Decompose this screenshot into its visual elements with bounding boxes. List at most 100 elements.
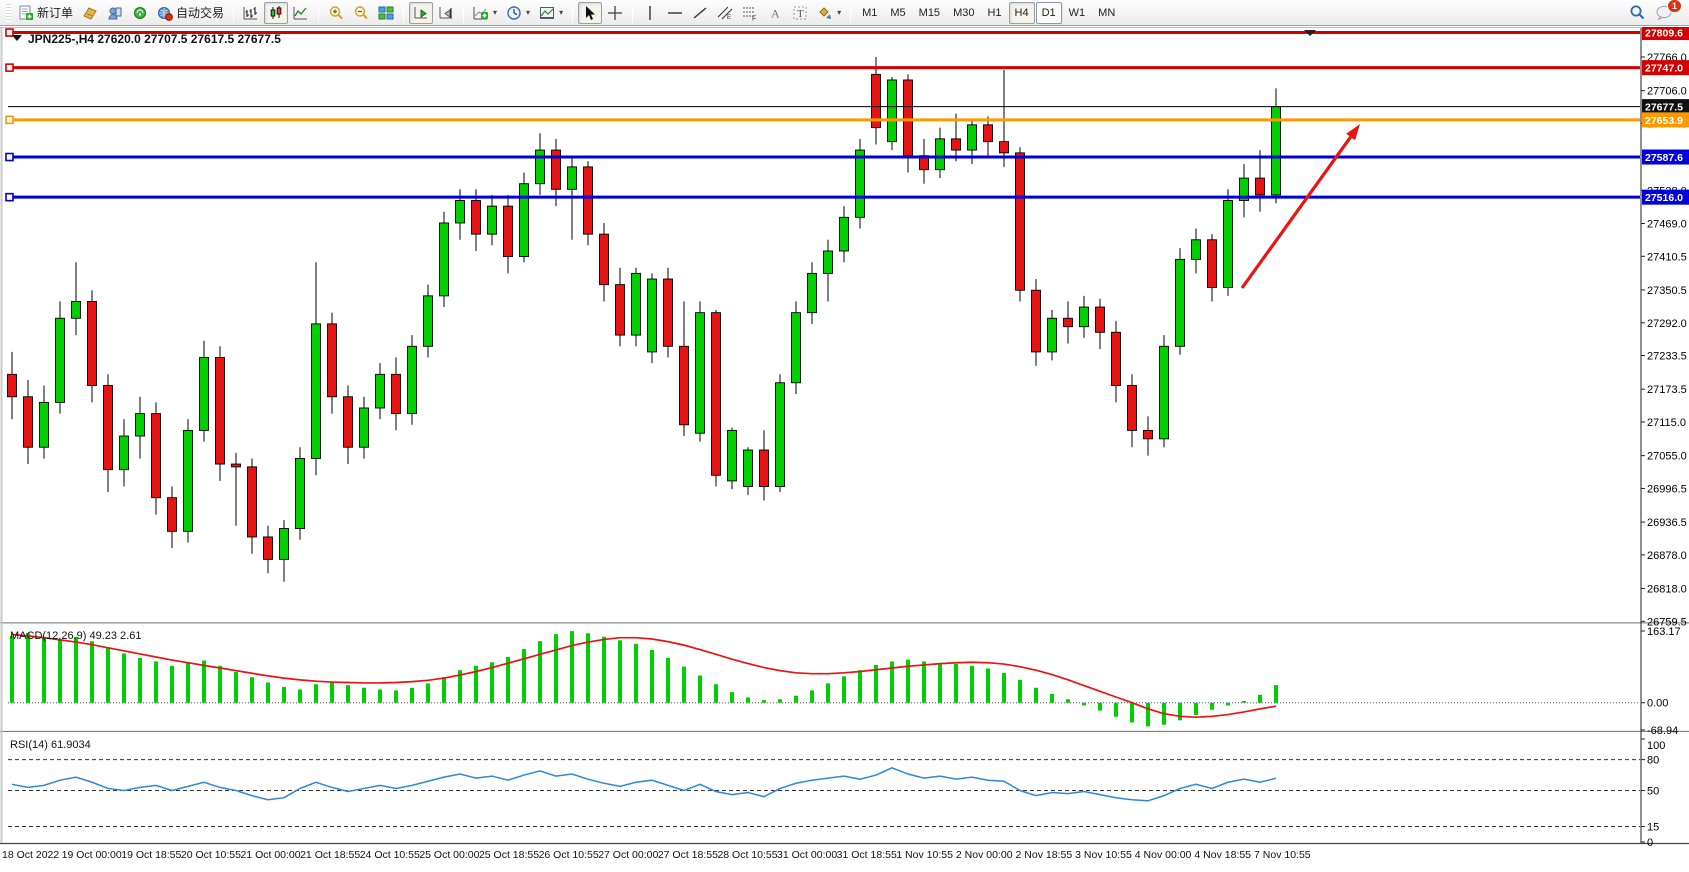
hline-handle[interactable] xyxy=(5,28,14,37)
candle-down xyxy=(1143,429,1153,440)
hline-handle[interactable] xyxy=(5,115,14,125)
trend-arrow-line[interactable] xyxy=(1240,136,1352,289)
trendline-button[interactable] xyxy=(688,2,712,24)
candle-down xyxy=(759,449,769,487)
timeframe-d1-button[interactable]: D1 xyxy=(1035,1,1062,24)
macd-bar xyxy=(842,676,846,703)
candlestick-chart-button[interactable] xyxy=(264,1,289,24)
crosshair-button[interactable] xyxy=(603,2,627,24)
hline-handle[interactable] xyxy=(5,152,14,162)
svg-text:F: F xyxy=(752,15,756,21)
search-button[interactable] xyxy=(1625,2,1650,24)
periods-button[interactable]: ▾ xyxy=(502,2,534,24)
toolbar-separator xyxy=(318,3,320,22)
timeframe-m1-button[interactable]: M1 xyxy=(862,6,878,19)
rsi-line xyxy=(11,767,1277,802)
candle-down xyxy=(903,79,913,157)
svg-text:A: A xyxy=(771,6,780,20)
line-chart-icon xyxy=(293,5,309,21)
macd-bar xyxy=(394,690,398,703)
vertical-line-button[interactable] xyxy=(638,2,662,24)
chart-window[interactable]: 27766.027706.027647.527528.027469.027410… xyxy=(0,25,1689,867)
time-label: 19 Oct 18:55 xyxy=(121,849,181,861)
timeframe-m30-button[interactable]: M30 xyxy=(953,6,975,19)
candle-down xyxy=(583,166,593,235)
macd-bar xyxy=(986,668,990,703)
market-watch-button[interactable] xyxy=(78,2,102,24)
candle-up xyxy=(855,149,865,218)
horizontal-line-button[interactable] xyxy=(663,2,687,24)
macd-bar xyxy=(506,657,510,703)
candle-up xyxy=(487,205,497,235)
macd-bar xyxy=(378,689,382,703)
timeframe-m5-button[interactable]: M5 xyxy=(890,6,906,19)
time-label: 26 Oct 10:55 xyxy=(539,849,599,861)
hline-handle[interactable] xyxy=(5,63,14,72)
timeframe-m15-button[interactable]: M15 xyxy=(918,6,941,19)
price-badge-label: 27587.6 xyxy=(1645,152,1683,164)
candle-down xyxy=(1255,177,1265,196)
rsi-tick-label: 0 xyxy=(1647,837,1653,849)
candle-up xyxy=(311,323,321,459)
channel-button[interactable]: E xyxy=(713,2,737,24)
macd-bar xyxy=(682,666,686,703)
chart-plot-area[interactable] xyxy=(8,28,1640,843)
timeframe-h1-button[interactable]: H1 xyxy=(987,6,1002,19)
price-tick-label: 27469.0 xyxy=(1647,219,1687,231)
time-label: 21 Oct 00:00 xyxy=(240,849,300,861)
tile-windows-button[interactable] xyxy=(374,2,398,24)
timeframe-h4-button[interactable]: H4 xyxy=(1008,1,1035,24)
time-label: 3 Nov 10:55 xyxy=(1075,849,1132,861)
notifications-button[interactable]: 1 xyxy=(1651,0,1682,24)
macd-tick-label: -68.94 xyxy=(1647,725,1678,737)
chart-shift-marker[interactable] xyxy=(1304,30,1316,36)
zoom-out-button[interactable] xyxy=(349,2,373,24)
timeframe-mn-button[interactable]: MN xyxy=(1098,6,1116,19)
candle-up xyxy=(887,79,897,143)
hline-handle[interactable] xyxy=(5,192,14,202)
price-axis[interactable]: 27766.027706.027647.527528.027469.027410… xyxy=(1641,52,1687,849)
symbol-dropdown-icon[interactable] xyxy=(12,35,22,41)
macd-bar xyxy=(474,665,478,703)
arrows-button[interactable]: ▾ xyxy=(813,2,845,24)
data-window-button[interactable] xyxy=(103,2,127,24)
macd-bar xyxy=(1226,702,1230,706)
toolbar-grip[interactable] xyxy=(6,3,11,22)
auto-trading-icon xyxy=(157,5,173,21)
text-button[interactable]: A xyxy=(763,2,787,24)
candle-up xyxy=(1223,200,1233,288)
line-chart-button[interactable] xyxy=(289,2,313,24)
macd-bar xyxy=(298,689,302,703)
templates-button[interactable]: ▾ xyxy=(535,2,567,24)
cursor-button[interactable] xyxy=(578,1,603,24)
chart-shift-button[interactable] xyxy=(434,2,458,24)
macd-bar xyxy=(1018,679,1022,703)
trend-arrow-head[interactable] xyxy=(1346,124,1360,141)
timeframe-w1-button[interactable]: W1 xyxy=(1068,6,1086,19)
fibonacci-button[interactable]: F xyxy=(738,2,762,24)
price-tick-label: 27350.5 xyxy=(1647,285,1687,297)
bar-chart-button[interactable] xyxy=(239,2,263,24)
candle-up xyxy=(1239,177,1249,201)
trend-arrow[interactable] xyxy=(1240,124,1360,289)
new-order-button[interactable]: 新订单 xyxy=(14,2,77,24)
macd-bar xyxy=(954,664,958,703)
navigator-button[interactable] xyxy=(128,2,152,24)
candle-up xyxy=(423,295,433,347)
horizontal-lines xyxy=(5,28,1640,202)
indicators-button[interactable]: ▾ xyxy=(469,2,501,24)
macd-bar xyxy=(1274,685,1278,703)
toolbar-separator xyxy=(463,3,465,22)
candle-down xyxy=(663,278,673,347)
toolbar-separator xyxy=(403,3,405,22)
price-badge-label: 27809.6 xyxy=(1645,28,1683,40)
auto-scroll-button[interactable] xyxy=(409,1,434,24)
time-axis[interactable]: 18 Oct 2022 19 Oct 00:00 19 Oct 18:55 20 Oc… xyxy=(2,849,1311,861)
toolbar-separator xyxy=(233,3,235,22)
text-label-button[interactable]: T xyxy=(788,2,812,24)
auto-trading-button[interactable]: 自动交易 xyxy=(153,2,228,24)
macd-bar xyxy=(634,643,638,703)
zoom-in-button[interactable] xyxy=(324,2,348,24)
time-label: 4 Nov 00:00 xyxy=(1135,849,1192,861)
